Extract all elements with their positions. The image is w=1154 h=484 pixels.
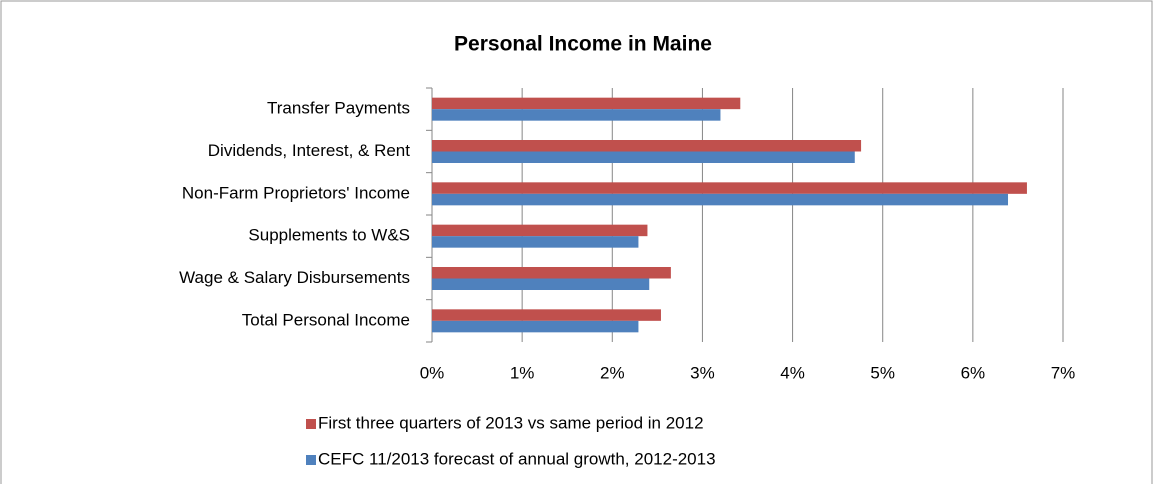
legend-swatch <box>306 455 316 465</box>
x-tick-label: 3% <box>690 363 715 382</box>
x-tick-label: 2% <box>600 363 625 382</box>
y-tick-label: Wage & Salary Disbursements <box>179 268 410 287</box>
chart-title: Personal Income in Maine <box>454 33 712 56</box>
y-tick-label: Total Personal Income <box>242 310 410 329</box>
y-tick-label: Transfer Payments <box>267 99 410 118</box>
legend-label: CEFC 11/2013 forecast of annual growth, … <box>318 449 716 468</box>
x-tick-label: 6% <box>961 363 986 382</box>
bar <box>432 320 639 333</box>
bar <box>432 309 661 321</box>
x-tick-label: 4% <box>780 363 805 382</box>
y-tick-label: Non-Farm Proprietors' Income <box>182 183 410 202</box>
x-tick-label: 5% <box>870 363 895 382</box>
y-tick-label: Dividends, Interest, & Rent <box>208 141 410 160</box>
bar <box>432 193 1009 206</box>
x-tick-label: 0% <box>420 363 445 382</box>
bar <box>432 267 671 279</box>
x-tick-label: 7% <box>1051 363 1076 382</box>
bar <box>432 278 650 290</box>
bar <box>432 109 721 121</box>
bar <box>432 97 741 110</box>
y-tick-label: Supplements to W&S <box>248 226 410 245</box>
bar <box>432 182 1027 194</box>
legend-label: First three quarters of 2013 vs same per… <box>318 413 704 432</box>
bar <box>432 236 639 248</box>
bar <box>432 151 855 163</box>
bar <box>432 224 648 237</box>
legend-swatch <box>306 419 316 429</box>
x-tick-label: 1% <box>510 363 535 382</box>
bar <box>432 140 862 152</box>
